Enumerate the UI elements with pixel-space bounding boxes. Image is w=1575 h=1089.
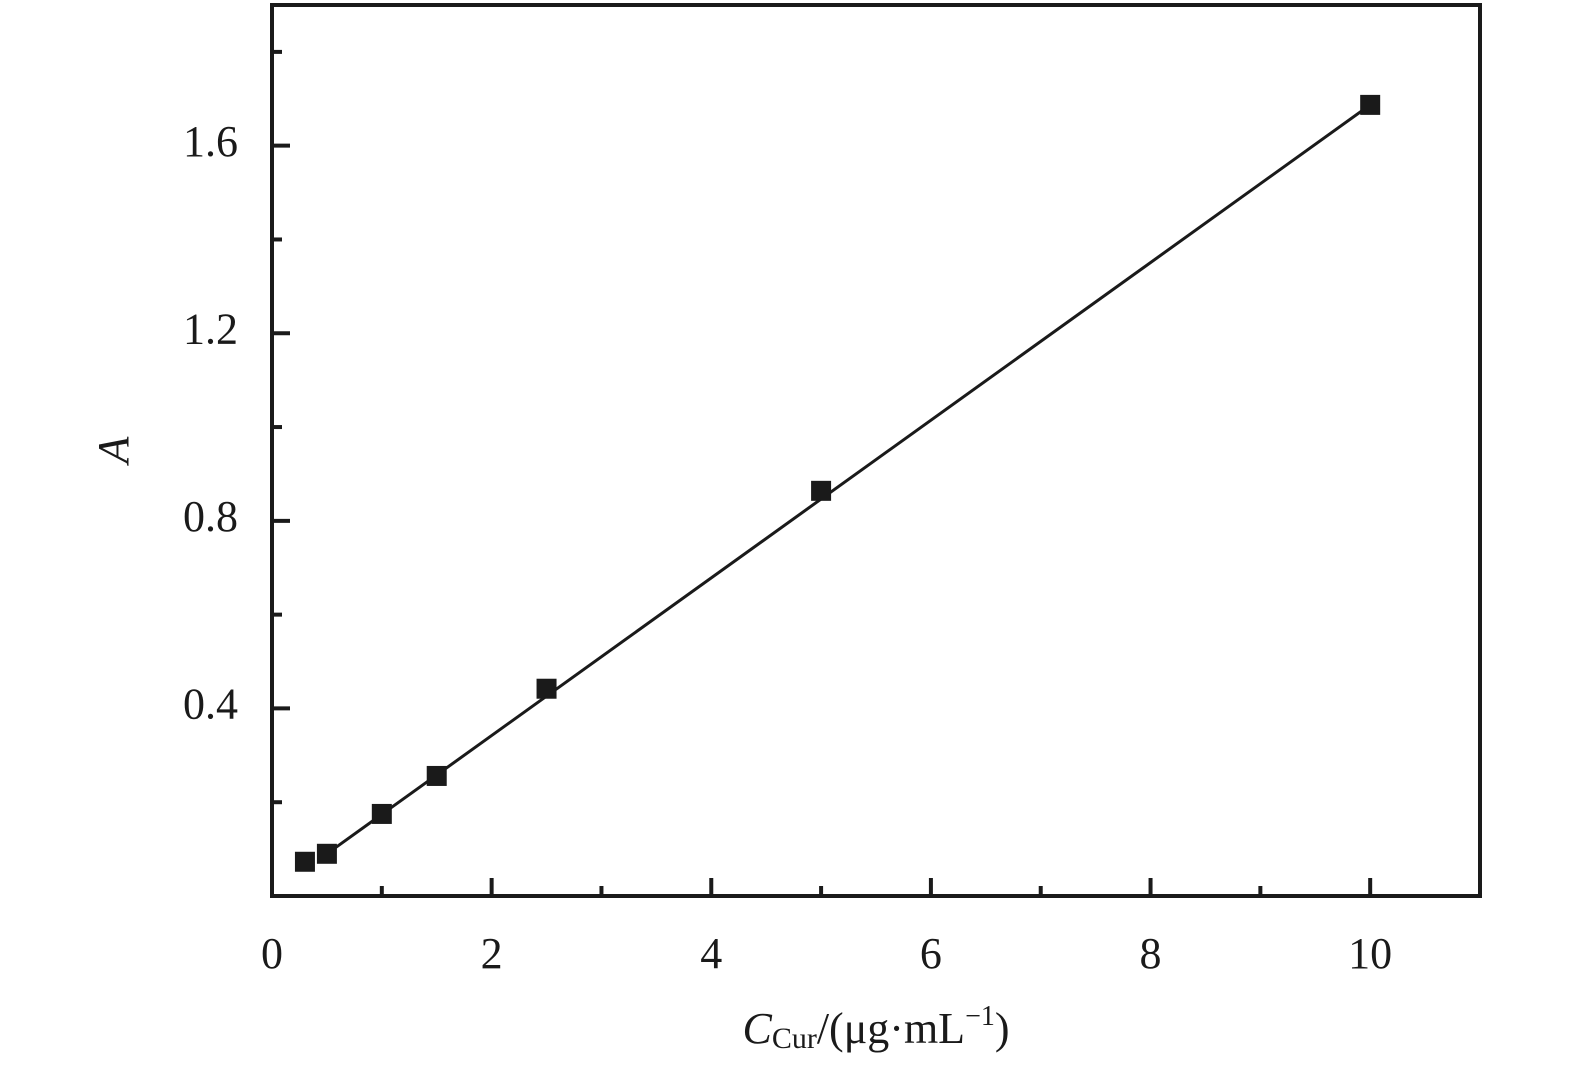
y-tick-label: 0.8 <box>183 492 238 541</box>
x-tick-label: 4 <box>700 929 722 978</box>
x-axis-label: CCur/(μg·mL−1) <box>742 1001 1009 1054</box>
y-axis-label: A <box>89 435 138 466</box>
data-point <box>426 765 447 786</box>
x-label-close: ) <box>995 1004 1010 1053</box>
x-label-symbol: C <box>742 1004 772 1053</box>
fit-line <box>326 103 1372 856</box>
y-tick-label: 1.2 <box>183 304 238 353</box>
y-tick-label: 1.6 <box>183 117 238 166</box>
x-tick-label: 10 <box>1348 929 1392 978</box>
data-point <box>371 803 392 824</box>
data-point <box>536 678 557 699</box>
data-point <box>1360 94 1381 115</box>
x-tick-label: 6 <box>920 929 942 978</box>
plot-frame <box>270 3 1482 898</box>
x-label-unit: /(μg·mL <box>817 1004 965 1053</box>
data-point <box>294 851 315 872</box>
x-tick-label: 2 <box>481 929 503 978</box>
y-tick-label: 0.4 <box>183 680 238 729</box>
x-label-superscript: −1 <box>965 1001 995 1032</box>
data-point <box>811 480 832 501</box>
data-point <box>316 843 337 864</box>
x-tick-label: 8 <box>1140 929 1162 978</box>
x-tick-label: 0 <box>261 929 283 978</box>
x-label-subscript: Cur <box>772 1022 817 1055</box>
